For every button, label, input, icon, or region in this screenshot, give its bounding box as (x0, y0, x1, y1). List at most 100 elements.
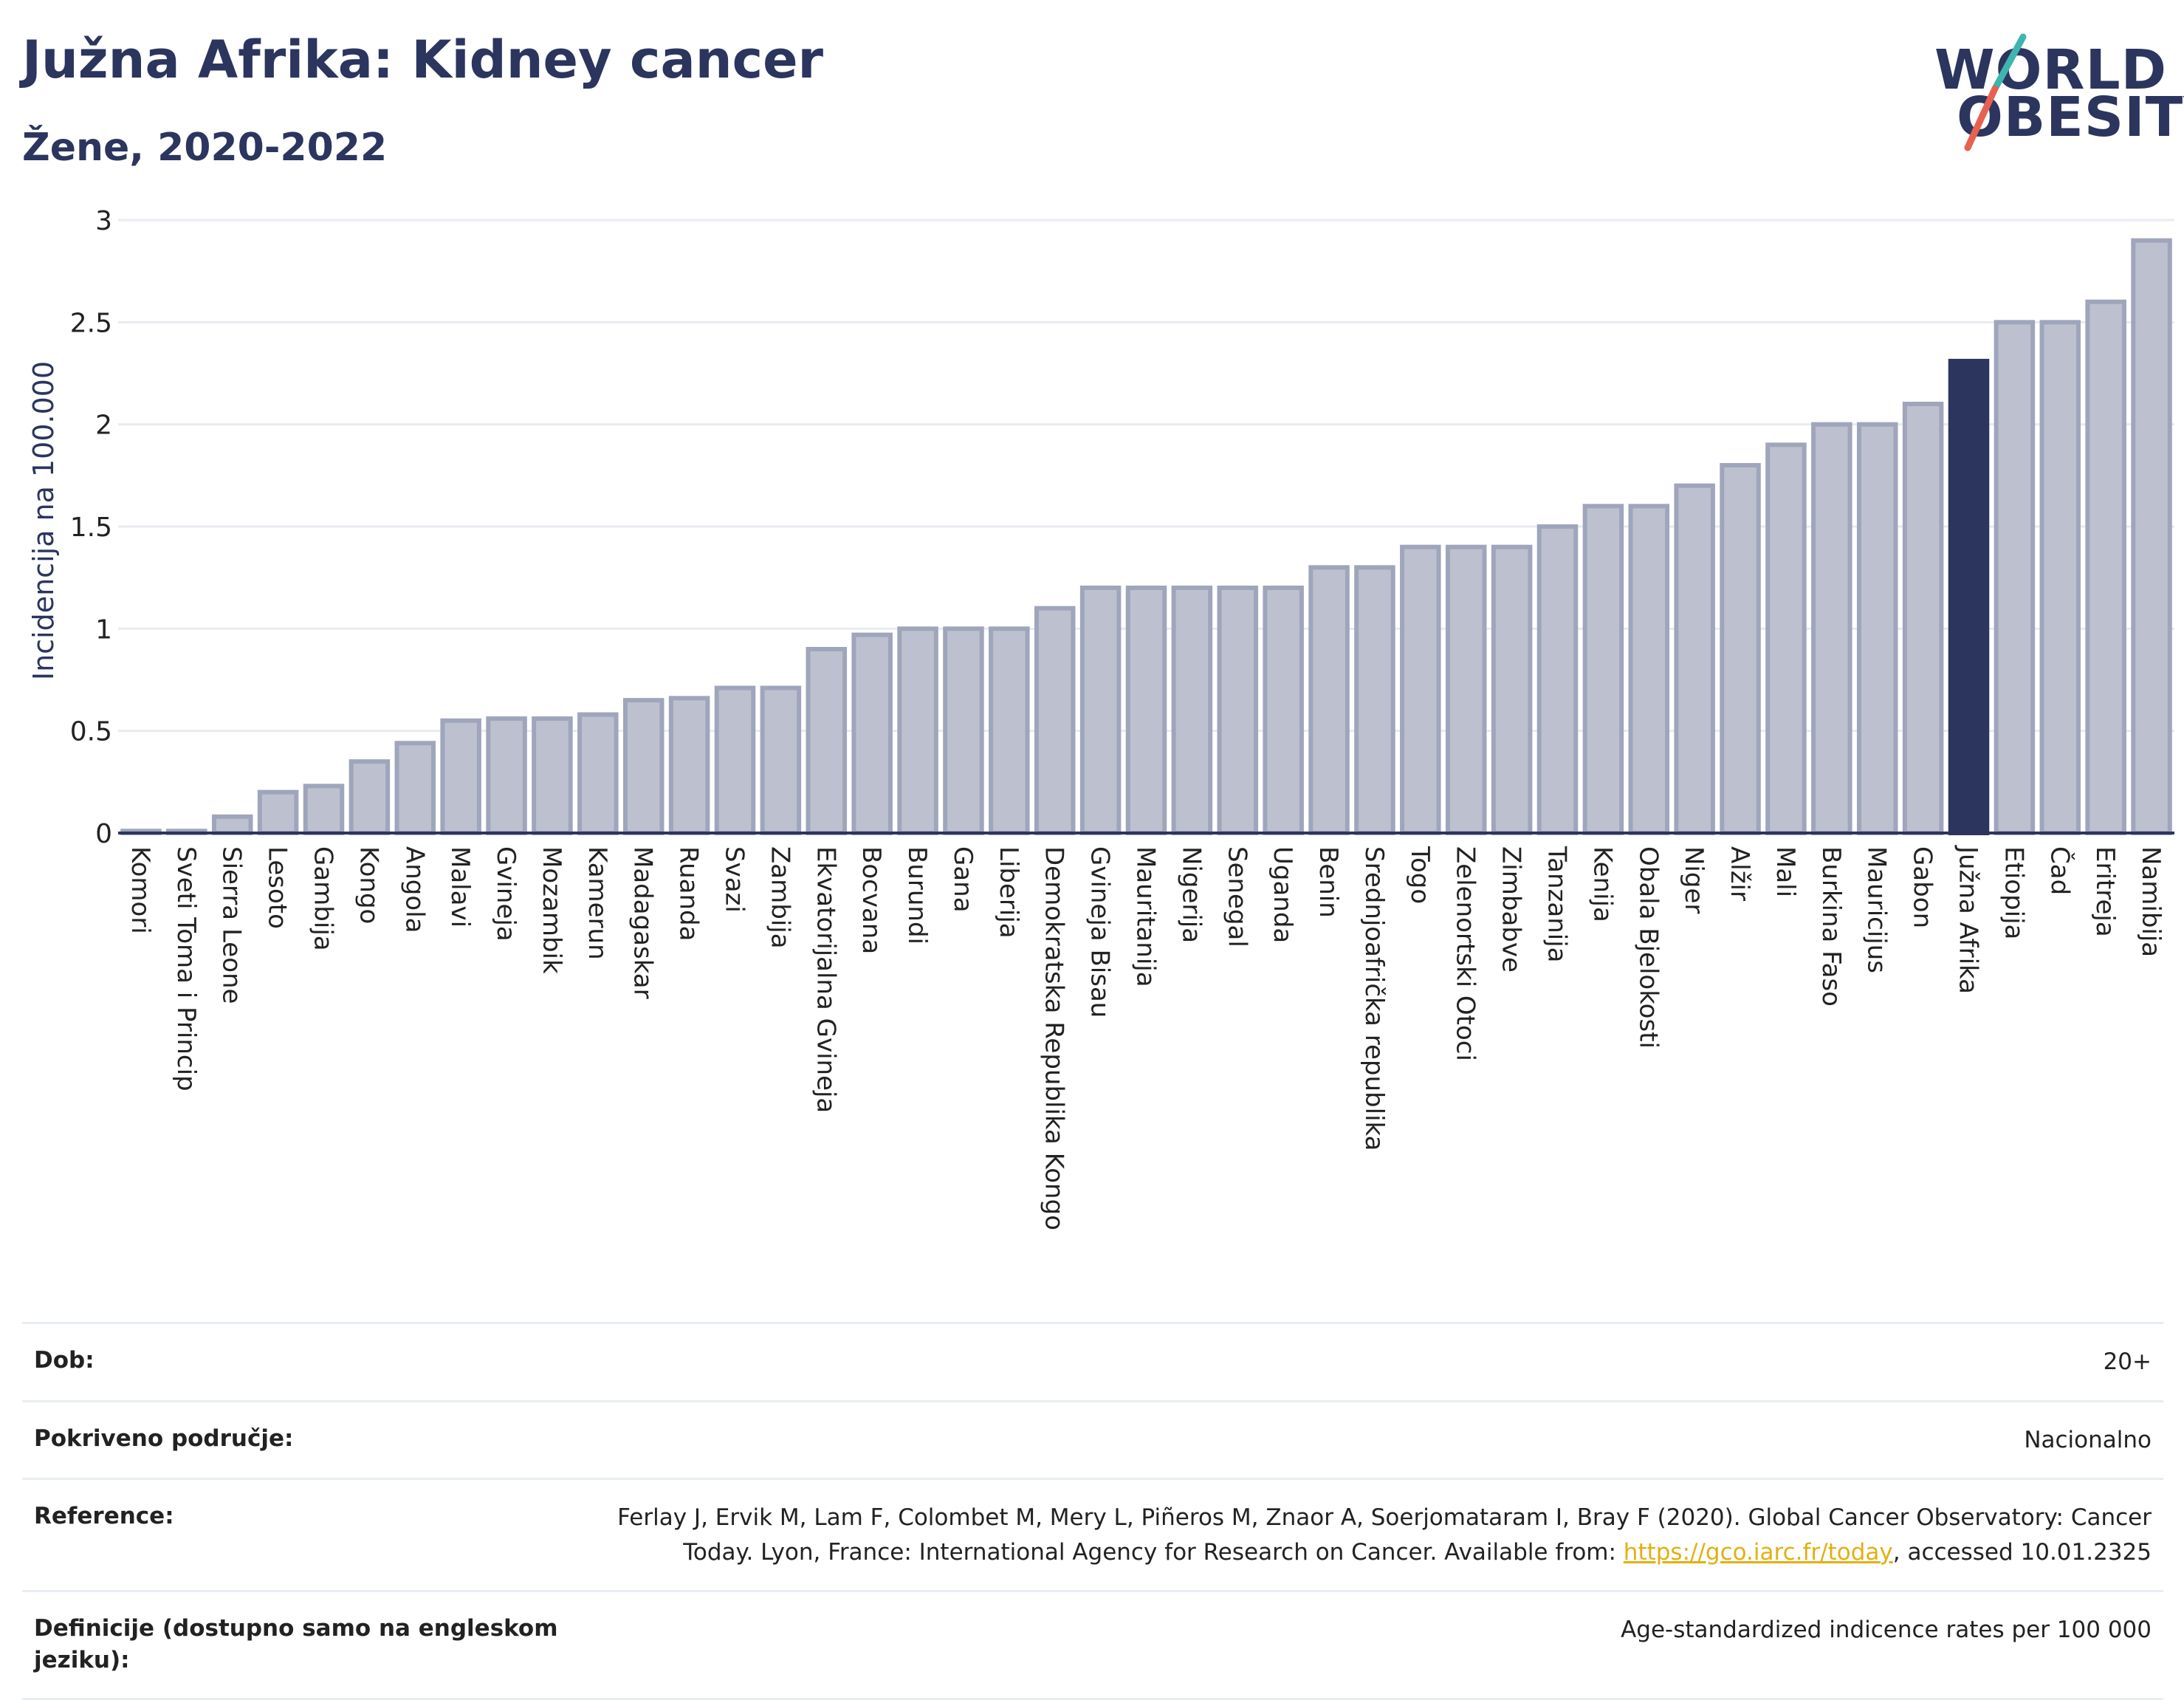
x-tick-label: Ekvatorijalna Gvineja (811, 846, 840, 1113)
bar-highlighted (1948, 358, 1990, 835)
bar (2131, 238, 2172, 835)
bar (714, 685, 756, 835)
bar (1491, 544, 1533, 835)
x-tick-label: Mali (1771, 846, 1800, 897)
info-table: Dob: 20+ Pokriveno područje: Nacionalno … (22, 1322, 2163, 1700)
bar (1994, 320, 2036, 836)
bar (1217, 586, 1259, 835)
bar (622, 698, 665, 836)
y-tick-label: 1.5 (70, 513, 112, 543)
x-tick-label: Gana (948, 846, 978, 913)
x-tick-label: Eritreja (2090, 846, 2120, 937)
age-label: Dob: (34, 1347, 95, 1374)
x-tick-label: Sveti Toma i Princip (171, 846, 201, 1091)
bar-chart: 0 0.5 1 1.5 2 2.5 3 Komori Sveti Toma i Princip… (27, 206, 2174, 1230)
y-axis-label: Incidencija na 100.000 (27, 361, 60, 680)
info-row-coverage: Pokriveno područje: Nacionalno (22, 1399, 2163, 1478)
x-tick-label: Ruanda (674, 846, 704, 941)
x-tick-label: Čad (2044, 846, 2075, 895)
definitions-value: Age-standardized indicence rates per 100… (1621, 1617, 2152, 1643)
bar (1079, 586, 1122, 835)
x-tick-label: Gambija (309, 846, 338, 951)
x-tick-label: Tanzanija (1542, 846, 1572, 962)
x-tick-label: Senegal (1222, 846, 1251, 947)
age-value: 20+ (2103, 1348, 2152, 1375)
bar (897, 626, 938, 835)
bar (1308, 565, 1350, 835)
x-tick-label: Lesoto (263, 846, 292, 929)
bars-layer (118, 238, 2174, 836)
bar (1263, 586, 1304, 835)
x-tick-label: Zambija (765, 846, 794, 949)
bar (851, 632, 893, 836)
y-tick-label: 2 (95, 411, 112, 441)
bar (989, 626, 1030, 835)
bar (1628, 504, 1670, 835)
bar (760, 685, 802, 835)
chart-subtitle: Žene, 2020-2022 (22, 126, 388, 170)
info-row-definitions: Definicije (dostupno samo na engleskom j… (22, 1590, 2163, 1700)
x-tick-label: Alžir (1725, 846, 1754, 901)
reference-accessed: , accessed 10.01.2325 (1892, 1538, 2152, 1566)
x-tick-label: Svazi (720, 846, 749, 913)
bar (1765, 442, 1807, 836)
x-labels-layer: Komori Sveti Toma i Princip Sierra Leone Le… (126, 845, 2166, 1230)
x-tick-label: Benin (1314, 846, 1343, 918)
chart-title: Južna Afrika: Kidney cancer (22, 30, 824, 90)
x-tick-label: Obala Bjelokosti (1633, 846, 1663, 1049)
x-tick-label: Komori (126, 846, 155, 934)
x-tick-label: Liberija (994, 846, 1023, 939)
bar (303, 784, 345, 835)
definitions-label: Definicije (dostupno samo na engleskom j… (34, 1615, 558, 1674)
x-tick-label: Bocvana (856, 846, 886, 954)
bar (577, 712, 619, 835)
x-tick-label: Mauritanija (1131, 846, 1161, 987)
x-tick-label: Kamerun (583, 846, 612, 960)
x-tick-label: Etiopija (1999, 846, 2028, 939)
x-tick-label: Kongo (354, 846, 383, 924)
x-tick-label: Madagaskar (628, 846, 658, 999)
x-tick-label: Kenija (1587, 846, 1617, 922)
info-row-reference: Reference: Ferlay J, Ervik M, Lam F, Col… (22, 1478, 2163, 1590)
bar (1902, 402, 1944, 835)
x-tick-label: Nigerija (1176, 846, 1206, 943)
bar (1674, 483, 1715, 835)
reference-label: Reference: (34, 1503, 174, 1529)
bar (1034, 606, 1076, 836)
bar (1856, 422, 1898, 835)
bar (2039, 320, 2081, 836)
bar (486, 716, 527, 835)
x-tick-label: Mozambik (537, 846, 566, 974)
bar (1536, 524, 1579, 835)
logo-line-2: OBESITY (1957, 86, 2184, 149)
x-tick-label: Sierra Leone (217, 846, 247, 1004)
x-tick-label: Mauricijus (1862, 846, 1892, 973)
x-tick-label: Uganda (1268, 846, 1297, 943)
world-obesity-logo: WORLD OBESITY (1927, 30, 2184, 155)
reference-link[interactable]: https://gco.iarc.fr/today (1623, 1538, 1893, 1566)
x-tick-label: Burkina Faso (1816, 846, 1846, 1007)
x-tick-label: Srednjoafrička republika (1359, 846, 1389, 1151)
bar (1582, 504, 1624, 835)
bar (1720, 463, 1761, 835)
reference-value: Ferlay J, Ervik M, Lam F, Colombet M, Me… (601, 1501, 2152, 1569)
bar (1171, 586, 1213, 835)
bar (806, 647, 848, 835)
bar (1811, 422, 1852, 835)
bar (394, 741, 436, 835)
x-tick-label: Zimbabve (1497, 846, 1526, 973)
x-tick-label: Gvineja (491, 846, 521, 942)
y-tick-label: 2.5 (70, 308, 112, 338)
y-tick-label: 0 (95, 819, 112, 849)
y-tick-label: 0.5 (70, 717, 112, 747)
logo-slash-icon (1964, 33, 2027, 151)
x-tick-label: Gvineja Bisau (1085, 846, 1115, 1018)
bar (440, 718, 481, 835)
bar (1125, 586, 1167, 835)
bar (257, 789, 299, 836)
bar (943, 626, 984, 835)
bar (532, 716, 573, 835)
x-tick-label: Gabon (1908, 846, 1937, 928)
x-tick-label: Zelenortski Otoci (1451, 846, 1480, 1061)
x-tick-label: Niger (1679, 846, 1709, 914)
